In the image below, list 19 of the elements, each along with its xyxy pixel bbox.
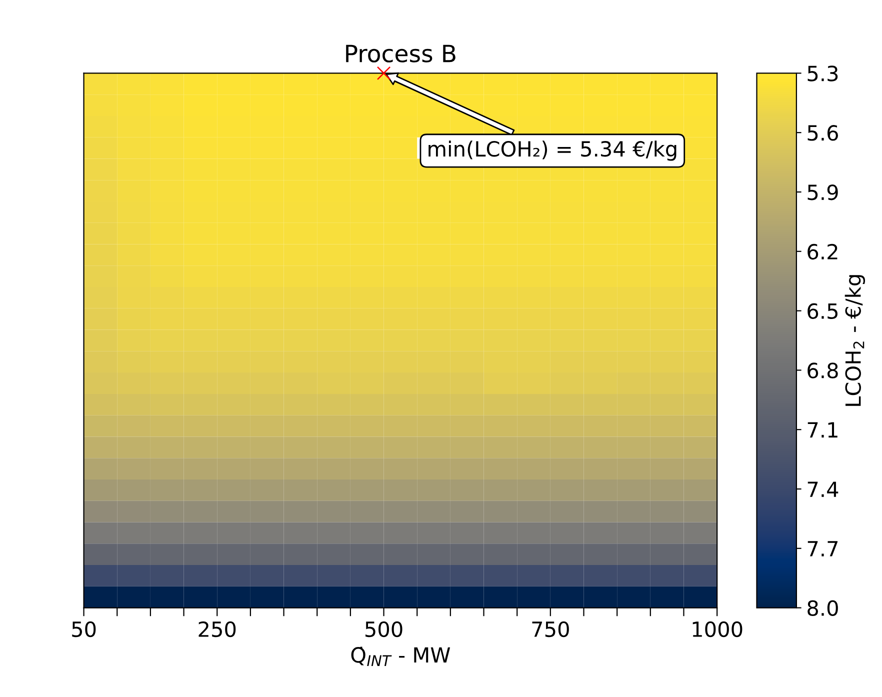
- color-bar-label: 5.9: [808, 184, 838, 200]
- color-bar-label: 7.7: [808, 541, 838, 556]
- color-bar-label: 7.4: [808, 482, 838, 497]
- color-bar-label: 6.8: [808, 362, 838, 378]
- annotation: min(LCOH₂) = 5.34 €/kg: [428, 140, 676, 161]
- x-axis-title: Q̇$_{INT}$ - MW: [351, 646, 450, 666]
- chart-title: Process B: [346, 44, 456, 62]
- color-bar-title: LCOH$_{2}$ - €/kg: [844, 275, 866, 406]
- color-bar-label: 7.1: [808, 422, 838, 438]
- x-tick-label: 500: [365, 621, 402, 638]
- x-tick-label: 50: [72, 621, 96, 638]
- x-tick-label: 1000: [692, 621, 742, 638]
- color-bar-label: 6.5: [808, 303, 838, 319]
- color-bar-label: 8.0: [808, 600, 838, 616]
- x-tick-label: 750: [532, 621, 569, 638]
- color-bar-label: 5.3: [808, 66, 838, 82]
- color-bar-label: 5.6: [808, 125, 838, 141]
- x-tick-label: 250: [198, 621, 236, 638]
- color-bar-label: 6.2: [808, 244, 838, 260]
